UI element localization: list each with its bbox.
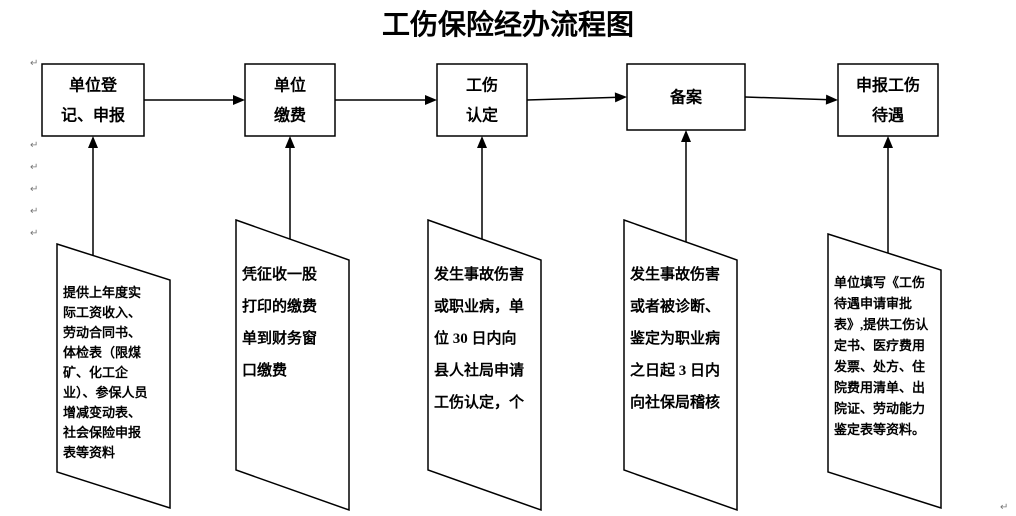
- detail-line: 或者被诊断、: [630, 297, 720, 315]
- flow-node-label: 备案: [669, 88, 703, 107]
- detail-line: 业）、参保人员: [63, 385, 148, 400]
- detail-line: 增减变动表、: [63, 405, 141, 420]
- flowchart-canvas: 工伤保险经办流程图单位登记、申报 单位缴费 工伤认定 备案 申报工伤待遇提供上年度实际工…: [0, 0, 1016, 516]
- detail-line: 工伤认定，个: [434, 393, 525, 411]
- detail-line: 向社保局稽核: [630, 393, 720, 411]
- detail-line: 发票、处方、住: [833, 359, 925, 374]
- detail-line: 之日起 3 日内: [630, 361, 720, 379]
- detail-line: 单位填写《工伤: [834, 275, 925, 290]
- paragraph-mark: ↵: [30, 162, 38, 173]
- detail-line: 体检表（限煤: [63, 345, 141, 360]
- detail-line: 社会保险申报: [62, 425, 142, 440]
- flow-node-label: 申报工伤: [856, 76, 920, 95]
- detail-line: 发生事故伤害: [433, 265, 524, 283]
- detail-line: 口缴费: [242, 361, 287, 379]
- detail-line: 劳动合同书、: [63, 325, 141, 340]
- flow-node-label: 单位登: [69, 76, 118, 95]
- detail-line: 位 30 日内向: [434, 329, 517, 347]
- flow-node-label: 缴费: [274, 106, 306, 125]
- detail-line: 院证、劳动能力: [834, 401, 925, 416]
- detail-line: 定书、医疗费用: [833, 338, 925, 353]
- flow-node-label: 工伤: [466, 76, 498, 95]
- paragraph-mark: ↵: [30, 206, 38, 217]
- paragraph-mark: ↵: [30, 58, 38, 69]
- detail-line: 际工资收入、: [63, 305, 141, 320]
- detail-line: 鉴定为职业病: [629, 329, 720, 347]
- detail-line: 或职业病，单: [434, 297, 524, 315]
- flow-node-label: 待遇: [872, 106, 904, 125]
- detail-line: 鉴定表等资料。: [833, 422, 925, 437]
- detail-line: 单到财务窗: [242, 329, 317, 347]
- detail-line: 表等资料: [62, 445, 115, 460]
- flow-node-label: 记、申报: [61, 106, 125, 125]
- detail-line: 提供上年度实: [63, 285, 141, 300]
- detail-line: 院费用清单、出: [834, 380, 925, 395]
- detail-line: 凭征收一股: [241, 265, 318, 283]
- detail-line: 待遇申请审批: [833, 296, 912, 311]
- paragraph-mark: ↵: [1000, 502, 1008, 513]
- diagram-title: 工伤保险经办流程图: [382, 8, 634, 40]
- paragraph-mark: ↵: [30, 228, 38, 239]
- paragraph-mark: ↵: [30, 140, 38, 151]
- detail-line: 矿、化工企: [63, 365, 129, 380]
- detail-line: 表》,提供工伤认: [833, 317, 929, 332]
- flow-node-label: 认定: [466, 106, 498, 125]
- detail-line: 打印的缴费: [242, 297, 317, 315]
- detail-line: 发生事故伤害: [629, 265, 720, 283]
- flow-node-label: 单位: [274, 76, 306, 95]
- paragraph-mark: ↵: [30, 184, 38, 195]
- detail-line: 县人社局申请: [434, 361, 524, 379]
